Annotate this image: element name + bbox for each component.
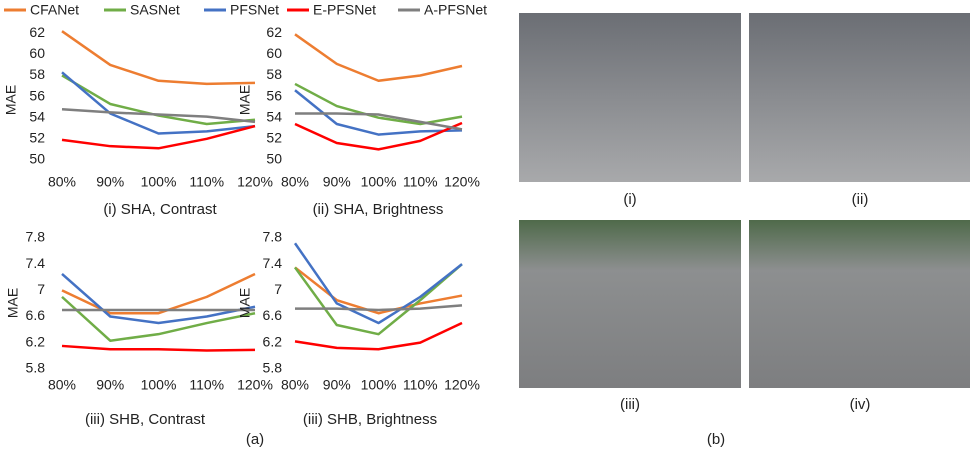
photo-caption: (ii) (852, 191, 869, 208)
y-tick-label: 7.8 (26, 229, 46, 245)
chart-title: (iii) SHB, Contrast (85, 411, 206, 428)
panel-label: (b) (707, 431, 725, 448)
photo (519, 13, 741, 182)
series-line (62, 274, 255, 323)
x-tick-label: 120% (444, 174, 480, 190)
y-axis-label: MAE (237, 288, 253, 318)
y-tick-label: 62 (266, 24, 282, 40)
series-line (295, 323, 462, 349)
legend-label: E-PFSNet (313, 2, 376, 18)
y-tick-label: 6.2 (26, 333, 46, 349)
y-tick-label: 54 (29, 108, 45, 124)
y-axis-label: MAE (5, 288, 21, 318)
x-tick-label: 100% (141, 174, 177, 190)
chart-title: (i) SHA, Contrast (103, 201, 217, 218)
chart-title: (ii) SHA, Brightness (313, 201, 444, 218)
y-tick-label: 6.2 (263, 333, 283, 349)
y-axis-label: MAE (3, 85, 19, 115)
y-tick-label: 56 (266, 87, 282, 103)
y-tick-label: 6.6 (263, 307, 283, 323)
y-tick-label: 5.8 (263, 360, 283, 376)
x-tick-label: 110% (189, 174, 224, 190)
y-tick-label: 58 (266, 66, 282, 82)
x-tick-label: 110% (403, 174, 438, 190)
series-line (295, 305, 462, 310)
x-tick-label: 100% (361, 377, 397, 393)
photo-caption: (i) (623, 191, 636, 208)
panel-label: (a) (246, 431, 264, 448)
x-tick-label: 90% (323, 377, 351, 393)
x-tick-label: 90% (96, 377, 124, 393)
y-tick-label: 62 (29, 24, 45, 40)
legend-label: A-PFSNet (424, 2, 487, 18)
y-tick-label: 56 (29, 87, 45, 103)
x-tick-label: 100% (361, 174, 397, 190)
x-tick-label: 100% (141, 377, 177, 393)
x-tick-label: 120% (237, 377, 273, 393)
y-tick-label: 54 (266, 108, 282, 124)
photo-caption: (iii) (620, 396, 640, 413)
series-line (62, 274, 255, 313)
y-tick-label: 5.8 (26, 360, 46, 376)
x-tick-label: 90% (323, 174, 351, 190)
x-tick-label: 90% (96, 174, 124, 190)
y-tick-label: 7 (274, 281, 282, 297)
series-line (295, 34, 462, 80)
x-tick-label: 120% (444, 377, 480, 393)
x-tick-label: 80% (281, 174, 309, 190)
x-tick-label: 120% (237, 174, 273, 190)
page: {"chart_data": [ {"type": "line", "title… (0, 0, 978, 454)
x-tick-label: 110% (403, 377, 438, 393)
y-tick-label: 7 (37, 281, 45, 297)
y-tick-label: 50 (29, 151, 45, 167)
x-tick-label: 80% (48, 174, 76, 190)
x-tick-label: 80% (281, 377, 309, 393)
series-line (295, 84, 462, 124)
x-tick-label: 110% (189, 377, 224, 393)
photo (749, 220, 970, 388)
y-tick-label: 7.4 (263, 255, 283, 271)
photo-caption: (iv) (850, 396, 871, 413)
y-tick-label: 50 (266, 151, 282, 167)
y-tick-label: 52 (266, 129, 282, 145)
legend-label: PFSNet (230, 2, 279, 18)
series-line (62, 31, 255, 84)
y-tick-label: 60 (29, 45, 45, 61)
y-tick-label: 52 (29, 129, 45, 145)
figure: (i) (ii) (iii) (iv) (a) (b) 50 52 54 56 58 60… (0, 0, 978, 454)
y-axis-label: MAE (237, 85, 253, 115)
y-tick-label: 7.8 (263, 229, 283, 245)
series-line (62, 346, 255, 351)
chart-title: (iii) SHB, Brightness (303, 411, 437, 428)
series-line (62, 109, 255, 122)
legend-label: SASNet (130, 2, 180, 18)
y-tick-label: 6.6 (26, 307, 46, 323)
y-tick-label: 7.4 (26, 255, 46, 271)
legend-label: CFANet (30, 2, 79, 18)
photo (749, 13, 970, 182)
series-line (295, 123, 462, 149)
y-tick-label: 60 (266, 45, 282, 61)
photo (519, 220, 741, 388)
x-tick-label: 80% (48, 377, 76, 393)
y-tick-label: 58 (29, 66, 45, 82)
